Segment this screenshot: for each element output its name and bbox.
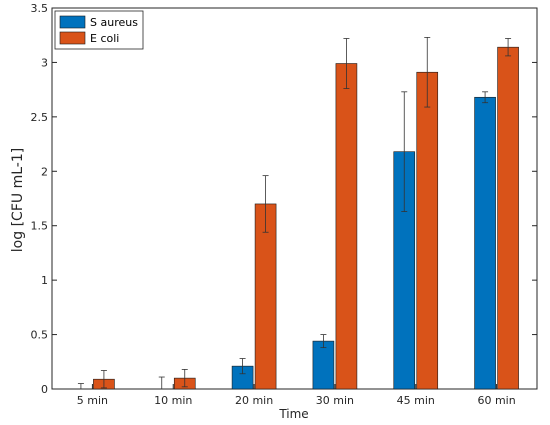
y-tick-label: 0.5	[31, 329, 49, 342]
x-tick-label: 45 min	[397, 394, 435, 407]
y-tick-label: 2.5	[31, 111, 49, 124]
legend: S aureus E coli	[54, 10, 144, 50]
error-bars-group	[77, 36, 512, 389]
x-tick-label: 60 min	[477, 394, 515, 407]
bar-e-coli	[497, 46, 519, 390]
legend-swatch	[59, 31, 86, 45]
bar-e-coli	[416, 71, 439, 390]
x-tick-label: 30 min	[316, 394, 354, 407]
y-axis-ticks: 0 0.5 1 1.5 2 2.5 3 3.5	[31, 2, 537, 396]
y-tick-label: 0	[41, 383, 48, 396]
y-tick-label: 3	[41, 56, 48, 69]
x-tick-label: 5 min	[77, 394, 108, 407]
legend-swatch	[59, 15, 86, 29]
x-tick-label: 10 min	[154, 394, 192, 407]
bar-s-aureus	[312, 340, 335, 390]
y-tick-label: 3.5	[31, 2, 49, 15]
bar-s-aureus	[474, 96, 496, 390]
x-tick-label: 20 min	[235, 394, 273, 407]
legend-entry: E coli	[90, 32, 119, 45]
legend-entry: S aureus	[90, 16, 138, 29]
x-axis-label: Time	[278, 407, 308, 421]
y-tick-label: 1.5	[31, 220, 49, 233]
y-tick-label: 2	[41, 165, 48, 178]
y-tick-label: 1	[41, 274, 48, 287]
axes-frame	[51, 7, 538, 390]
axes-box	[51, 7, 538, 390]
x-axis-ticks: 5 min 10 min 20 min 30 min 45 min 60 min	[77, 384, 516, 407]
bar-e-coli	[335, 63, 358, 390]
y-axis-label: log [CFU mL-1]	[10, 148, 26, 252]
